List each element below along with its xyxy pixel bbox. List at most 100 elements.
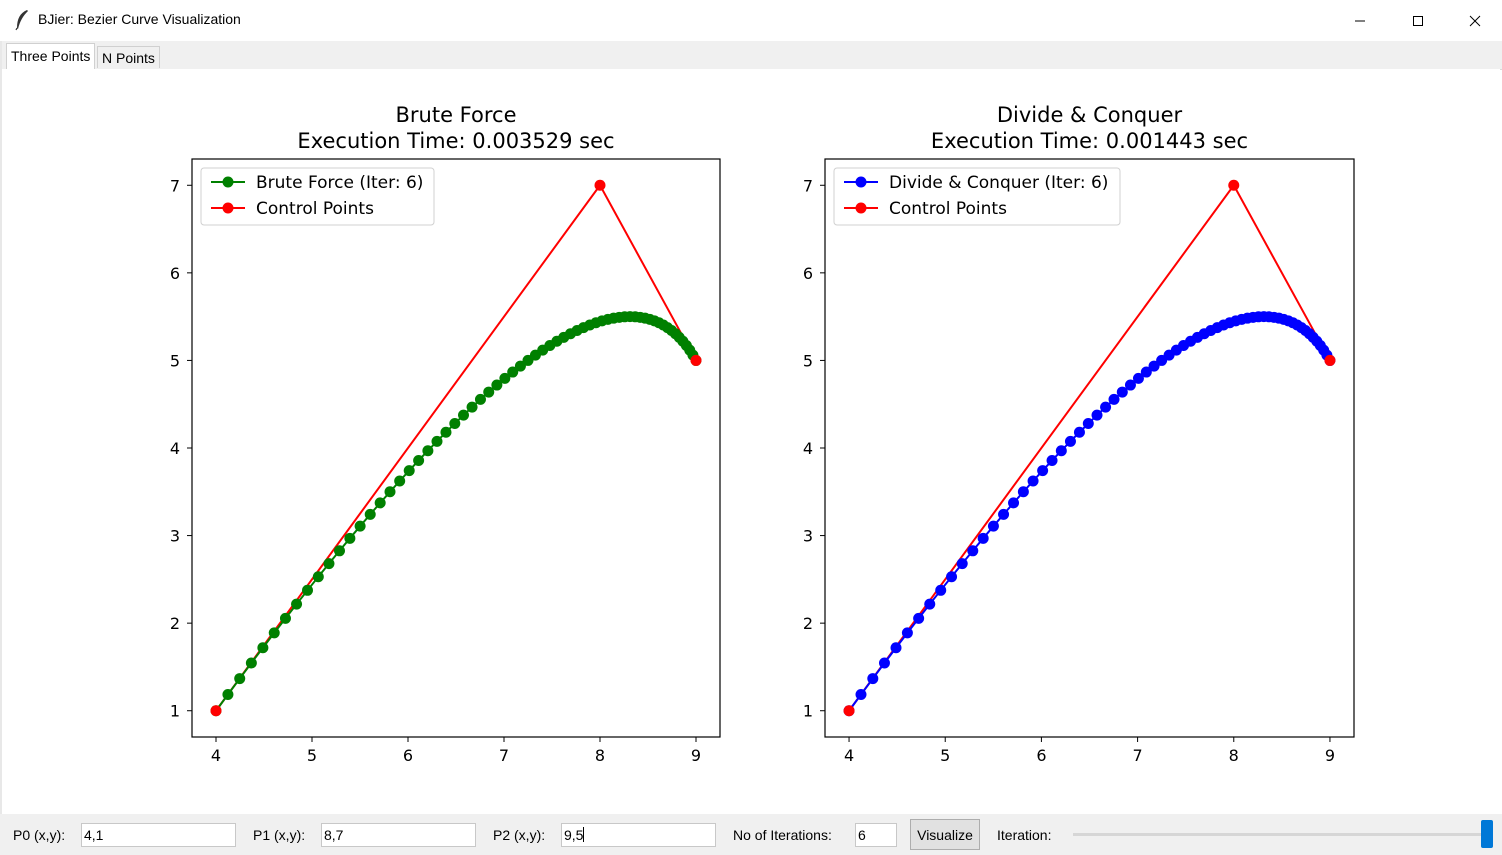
bezier-point	[268, 627, 280, 639]
legend-label: Control Points	[889, 199, 1007, 219]
legend-label: Control Points	[256, 199, 374, 219]
p1-label: P1 (x,y):	[253, 827, 306, 843]
bezier-point	[422, 445, 434, 457]
bezier-point	[1082, 418, 1094, 430]
x-tick-label: 5	[940, 746, 950, 765]
bezier-point	[935, 584, 947, 596]
bezier-point	[867, 673, 879, 685]
tab-three-points[interactable]: Three Points	[6, 43, 96, 70]
bezier-point	[924, 598, 936, 610]
bezier-point	[491, 379, 503, 391]
legend-box	[833, 167, 1121, 226]
bezier-point	[458, 409, 469, 421]
control-point	[594, 179, 606, 191]
plot-frame	[191, 158, 721, 738]
bezier-point	[1116, 386, 1128, 398]
bezier-point	[323, 558, 335, 570]
y-tick-label: 6	[170, 264, 180, 283]
bezier-point	[977, 532, 989, 544]
bezier-point	[1108, 393, 1120, 405]
bezier-point	[234, 673, 246, 685]
bezier-point	[333, 545, 345, 557]
minimize-icon	[1355, 20, 1365, 21]
tab-n-points[interactable]: N Points	[97, 46, 160, 68]
x-tick-label: 5	[307, 746, 317, 765]
legend-box	[200, 167, 435, 226]
chart-title: Divide & Conquer	[997, 103, 1183, 127]
bezier-point	[987, 520, 999, 532]
bezier-point	[1055, 445, 1067, 457]
legend-swatch-marker	[222, 202, 234, 214]
legend-label: Brute Force (Iter: 6)	[256, 173, 423, 193]
x-tick-label: 9	[1325, 746, 1335, 765]
bezier-point	[507, 366, 519, 378]
bezier-point	[374, 497, 386, 509]
bezier-point	[302, 584, 313, 596]
iteration-label: Iteration:	[997, 827, 1052, 843]
bezier-point	[291, 598, 303, 610]
p2-input-value: 9,5	[564, 827, 584, 843]
bezier-point	[384, 486, 396, 498]
p0-label: P0 (x,y):	[13, 827, 66, 843]
close-button[interactable]	[1446, 0, 1502, 41]
control-polygon-line	[215, 183, 697, 712]
control-point	[1324, 354, 1336, 366]
control-point	[690, 354, 702, 366]
bezier-point	[222, 688, 234, 700]
p2-input[interactable]: 9,5	[561, 823, 716, 847]
p0-input[interactable]: 4,1	[81, 823, 236, 847]
control-point	[843, 705, 855, 717]
y-tick-label: 2	[803, 614, 813, 633]
plot-area: Brute Force Execution Time: 0.003529 sec 4…	[2, 69, 1500, 814]
bezier-point	[431, 435, 443, 447]
x-tick-label: 8	[595, 746, 605, 765]
x-tick-label: 7	[1132, 746, 1142, 765]
bezier-point	[855, 688, 867, 700]
x-tick-label: 6	[1036, 746, 1046, 765]
x-tick-label: 7	[499, 746, 509, 765]
bezier-point	[394, 475, 406, 487]
bezier-point	[514, 360, 526, 372]
minimize-button[interactable]	[1331, 0, 1389, 41]
bezier-point	[257, 642, 269, 654]
bezier-point	[967, 545, 979, 557]
bezier-point	[354, 520, 366, 532]
visualize-button[interactable]: Visualize	[910, 819, 980, 850]
x-tick-label: 9	[691, 746, 701, 765]
tab-bar: Three Points N Points	[0, 41, 1502, 70]
y-tick-label: 3	[803, 527, 813, 546]
bezier-point	[344, 532, 356, 544]
p1-input[interactable]: 8,7	[321, 823, 476, 847]
close-icon	[1469, 15, 1481, 26]
iterations-input[interactable]: 6	[855, 823, 897, 847]
iterations-label: No of Iterations:	[733, 827, 832, 843]
control-bar: P0 (x,y): 4,1 P1 (x,y): 8,7 P2 (x,y): 9,…	[0, 814, 1502, 855]
maximize-button[interactable]	[1389, 0, 1447, 41]
iteration-slider-thumb[interactable]	[1481, 820, 1493, 848]
bezier-point	[440, 426, 452, 438]
legend-label: Divide & Conquer (Iter: 6)	[889, 173, 1108, 193]
plot-frame	[824, 158, 1355, 738]
bezier-point	[890, 642, 902, 654]
bezier-point	[279, 612, 291, 624]
window-edge	[0, 41, 2, 814]
bezier-point	[245, 657, 257, 669]
bezier-point	[312, 571, 324, 583]
y-tick-label: 2	[170, 614, 180, 633]
bezier-point	[483, 386, 495, 398]
bezier-point	[1100, 401, 1112, 413]
bezier-point	[1073, 426, 1085, 438]
y-tick-label: 4	[170, 439, 180, 458]
legend-swatch-marker	[855, 202, 867, 214]
y-tick-label: 7	[170, 176, 180, 195]
y-tick-label: 4	[803, 439, 813, 458]
y-tick-label: 1	[803, 702, 813, 721]
bezier-point	[1148, 360, 1160, 372]
bezier-point	[998, 508, 1010, 520]
iteration-slider-track[interactable]	[1073, 833, 1483, 836]
bezier-point	[956, 558, 968, 570]
title-bar: BJier: Bezier Curve Visualization	[0, 0, 1502, 41]
bezier-point	[1140, 366, 1152, 378]
